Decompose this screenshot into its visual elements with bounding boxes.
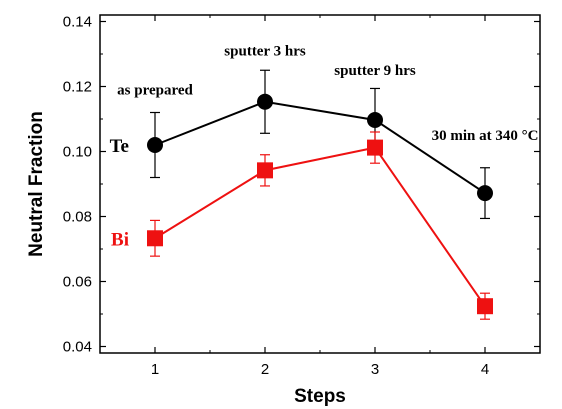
annotation: as prepared: [117, 83, 193, 99]
y-tick-label: 0.12: [63, 79, 92, 96]
y-tick-label: 0.08: [63, 209, 92, 226]
point-te: [367, 111, 383, 128]
y-tick-label: 0.06: [63, 274, 92, 291]
plot-area-frame: [99, 14, 541, 354]
point-bi: [477, 298, 493, 315]
y-tick-label: 0.04: [63, 339, 92, 356]
series-label-te: Te: [110, 136, 129, 157]
x-tick-label: 1: [151, 361, 159, 378]
series-label-bi: Bi: [111, 229, 129, 250]
x-tick-label: 4: [481, 361, 489, 378]
y-tick-label: 0.10: [63, 144, 92, 161]
point-bi: [367, 139, 383, 156]
x-tick-label: 2: [261, 361, 269, 378]
y-axis-title: Neutral Fraction: [26, 111, 47, 257]
x-axis-title: Steps: [294, 386, 346, 407]
annotation: sputter 9 hrs: [334, 63, 416, 79]
axes: 1 2 3 4 0.04 0.06 0.08 0.10 0.12 0.14: [63, 14, 540, 378]
series-line-te: [154, 100, 486, 194]
chart-marks: Te Bi: [110, 69, 493, 320]
point-te: [257, 93, 273, 110]
annotation: sputter 3 hrs: [224, 44, 306, 60]
point-te: [477, 185, 493, 202]
series-line-bi: [154, 146, 486, 307]
x-tick-label: 3: [371, 361, 379, 378]
annotations: as prepared sputter 3 hrs sputter 9 hrs 30 …: [117, 44, 538, 145]
y-tick-label: 0.14: [63, 14, 92, 31]
point-bi: [257, 162, 273, 179]
point-te: [147, 137, 163, 153]
annotation: 30 min at 340 °C: [432, 128, 539, 144]
point-bi: [147, 230, 163, 247]
